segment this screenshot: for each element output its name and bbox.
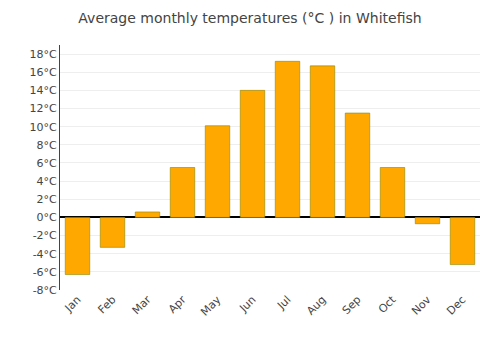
svg-text:14°C: 14°C [30,84,57,97]
svg-text:18°C: 18°C [30,48,57,61]
svg-text:Nov: Nov [409,293,434,318]
svg-text:-8°C: -8°C [33,284,57,297]
svg-text:Feb: Feb [96,293,119,316]
svg-text:-6°C: -6°C [33,266,57,279]
svg-text:Jan: Jan [62,293,84,315]
svg-text:10°C: 10°C [30,121,57,134]
svg-text:-2°C: -2°C [33,229,57,242]
svg-text:0°C: 0°C [37,211,57,224]
svg-text:Mar: Mar [130,293,154,317]
svg-text:Apr: Apr [166,293,189,316]
svg-text:Jun: Jun [236,293,258,315]
svg-text:Aug: Aug [304,293,328,317]
svg-text:8°C: 8°C [37,139,57,152]
svg-text:Jul: Jul [274,293,293,312]
svg-text:Dec: Dec [444,293,468,317]
svg-text:12°C: 12°C [30,102,57,115]
svg-text:Oct: Oct [376,293,399,316]
svg-text:-4°C: -4°C [33,248,57,261]
svg-text:Average monthly temperatures (: Average monthly temperatures (°C ) in Wh… [78,10,421,26]
svg-text:6°C: 6°C [37,157,57,170]
svg-text:Sep: Sep [340,293,364,317]
svg-text:16°C: 16°C [30,66,57,79]
svg-text:2°C: 2°C [37,193,57,206]
svg-text:May: May [198,293,224,319]
svg-text:4°C: 4°C [37,175,57,188]
